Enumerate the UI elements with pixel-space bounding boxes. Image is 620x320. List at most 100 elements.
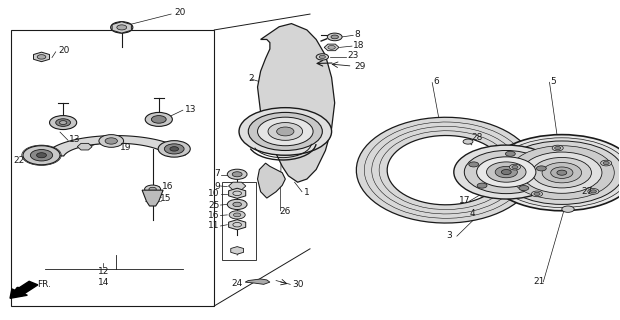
Circle shape	[268, 123, 303, 140]
Text: 28: 28	[472, 133, 483, 142]
Text: 16: 16	[162, 181, 174, 190]
Polygon shape	[112, 22, 131, 33]
Text: 27: 27	[582, 187, 593, 196]
Circle shape	[56, 119, 71, 126]
Circle shape	[316, 54, 329, 60]
Text: 20: 20	[58, 46, 69, 55]
Circle shape	[531, 191, 542, 197]
Circle shape	[519, 186, 529, 191]
Circle shape	[542, 163, 582, 183]
Circle shape	[30, 149, 53, 161]
Circle shape	[557, 170, 567, 175]
Circle shape	[469, 162, 479, 167]
Text: 20: 20	[174, 8, 185, 17]
Circle shape	[145, 112, 172, 126]
Text: 16: 16	[208, 211, 220, 220]
Circle shape	[319, 55, 326, 59]
Circle shape	[328, 45, 335, 49]
Circle shape	[487, 162, 526, 182]
Polygon shape	[324, 44, 339, 51]
Circle shape	[277, 127, 294, 136]
Polygon shape	[229, 182, 246, 190]
Polygon shape	[45, 136, 185, 156]
Circle shape	[331, 35, 339, 39]
Text: 24: 24	[231, 279, 242, 288]
Circle shape	[233, 202, 241, 207]
Circle shape	[505, 151, 515, 156]
Polygon shape	[142, 190, 163, 206]
Circle shape	[105, 138, 117, 144]
Circle shape	[477, 157, 536, 187]
Circle shape	[588, 188, 599, 194]
Polygon shape	[231, 247, 244, 254]
Text: 12: 12	[97, 267, 109, 276]
Text: 25: 25	[208, 201, 220, 210]
Circle shape	[488, 135, 620, 211]
Bar	[223, 182, 256, 260]
Text: 6: 6	[433, 77, 439, 86]
Circle shape	[510, 146, 614, 200]
Circle shape	[590, 190, 596, 193]
Circle shape	[327, 33, 342, 41]
Circle shape	[603, 162, 609, 164]
Text: 11: 11	[208, 221, 220, 230]
Circle shape	[164, 144, 184, 154]
Text: 4: 4	[469, 209, 475, 219]
Circle shape	[228, 199, 247, 210]
Text: 26: 26	[279, 207, 291, 216]
Text: 19: 19	[120, 143, 131, 152]
Text: 7: 7	[214, 170, 220, 179]
Circle shape	[562, 206, 574, 212]
Polygon shape	[257, 163, 285, 198]
Text: 18: 18	[353, 41, 365, 50]
Text: 13: 13	[69, 135, 81, 144]
Text: 10: 10	[208, 189, 220, 198]
Circle shape	[170, 147, 179, 151]
Polygon shape	[257, 24, 335, 182]
Text: FR.: FR.	[37, 280, 51, 289]
Text: 29: 29	[355, 62, 366, 71]
Polygon shape	[356, 117, 523, 223]
Circle shape	[234, 213, 241, 217]
Polygon shape	[78, 143, 92, 150]
Text: 30: 30	[293, 281, 304, 290]
Circle shape	[532, 157, 591, 188]
Polygon shape	[33, 52, 50, 62]
Circle shape	[536, 166, 546, 171]
Circle shape	[229, 211, 245, 219]
Circle shape	[534, 192, 540, 196]
Circle shape	[228, 169, 247, 179]
Text: 1: 1	[304, 188, 309, 197]
Circle shape	[477, 183, 487, 188]
Circle shape	[151, 116, 166, 123]
Circle shape	[454, 145, 559, 199]
Text: 23: 23	[347, 52, 358, 60]
Polygon shape	[245, 279, 270, 284]
Text: 14: 14	[97, 278, 109, 287]
Text: 5: 5	[551, 77, 557, 86]
Text: 21: 21	[533, 277, 545, 286]
Circle shape	[37, 153, 46, 158]
Circle shape	[601, 160, 612, 166]
Text: 9: 9	[214, 181, 220, 190]
Circle shape	[149, 187, 156, 191]
Polygon shape	[229, 220, 246, 230]
Circle shape	[23, 146, 60, 165]
Circle shape	[257, 117, 313, 146]
Circle shape	[510, 164, 520, 170]
Circle shape	[512, 165, 518, 169]
Circle shape	[60, 121, 67, 124]
Circle shape	[37, 55, 46, 59]
Text: 3: 3	[446, 231, 451, 240]
Circle shape	[494, 138, 620, 208]
Circle shape	[117, 25, 126, 30]
Circle shape	[552, 145, 563, 151]
Circle shape	[232, 172, 242, 177]
Circle shape	[144, 185, 161, 193]
Text: 13: 13	[185, 105, 197, 114]
Bar	[11, 30, 215, 306]
Circle shape	[521, 152, 602, 193]
Circle shape	[495, 166, 517, 178]
Circle shape	[110, 22, 133, 33]
Text: 22: 22	[14, 156, 25, 165]
